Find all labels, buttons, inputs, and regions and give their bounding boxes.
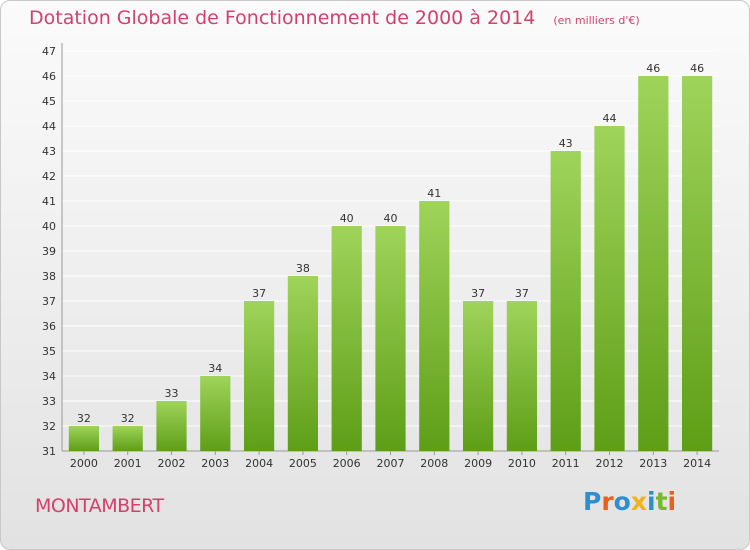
y-tick-label: 47 — [42, 45, 56, 58]
x-tick-label: 2012 — [596, 457, 624, 470]
data-label: 33 — [165, 387, 179, 400]
data-label: 46 — [646, 62, 660, 75]
data-label: 38 — [296, 262, 310, 275]
y-tick-label: 46 — [42, 70, 56, 83]
logo-letter: o — [613, 487, 631, 516]
bar — [200, 376, 231, 451]
x-tick-label: 2005 — [289, 457, 317, 470]
y-tick-label: 41 — [42, 195, 56, 208]
y-tick-label: 43 — [42, 145, 56, 158]
y-tick-label: 33 — [42, 395, 56, 408]
data-label: 41 — [427, 187, 441, 200]
x-tick-label: 2007 — [377, 457, 405, 470]
logo-letter: x — [630, 487, 647, 516]
bar — [638, 76, 669, 451]
logo-letter: i — [667, 487, 677, 516]
y-tick-label: 38 — [42, 270, 56, 283]
x-tick-label: 2010 — [508, 457, 536, 470]
x-tick-label: 2004 — [245, 457, 273, 470]
data-label: 34 — [208, 362, 222, 375]
chart-title: Dotation Globale de Fonctionnement de 20… — [29, 7, 640, 29]
data-labels: 32 32 33 34 37 38 40 40 41 37 37 43 44 46 46 — [77, 62, 704, 425]
y-tick-label: 44 — [42, 120, 56, 133]
data-label: 32 — [77, 412, 91, 425]
y-tick-label: 32 — [42, 420, 56, 433]
x-tick-label: 2013 — [639, 457, 667, 470]
x-tick-label: 2002 — [158, 457, 186, 470]
y-tick-label: 42 — [42, 170, 56, 183]
chart-unit-note: (en milliers d'€) — [553, 14, 640, 27]
y-tick-label: 36 — [42, 320, 56, 333]
commune-name: MONTAMBERT — [35, 495, 164, 517]
data-label: 37 — [471, 287, 485, 300]
data-label: 46 — [690, 62, 704, 75]
logo-letter: t — [655, 487, 668, 516]
logo-letter: i — [647, 487, 656, 516]
y-tick-label: 40 — [42, 220, 56, 233]
data-label: 43 — [559, 137, 573, 150]
bar — [681, 76, 713, 451]
y-tick-label: 34 — [42, 370, 56, 383]
chart-title-text: Dotation Globale de Fonctionnement de 20… — [29, 7, 536, 29]
x-tick-labels: 2000 2001 2002 2003 2004 2005 2006 2007 2008 2009… — [70, 451, 711, 470]
bar — [156, 401, 187, 451]
data-label: 44 — [603, 112, 617, 125]
data-label: 37 — [515, 287, 529, 300]
bar — [375, 226, 406, 451]
x-tick-label: 2011 — [552, 457, 580, 470]
logo-letter: r — [601, 487, 614, 516]
bar — [331, 226, 362, 451]
bar — [287, 276, 319, 451]
bar — [419, 201, 450, 451]
x-tick-label: 2008 — [420, 457, 448, 470]
bar — [243, 301, 275, 451]
bars — [68, 76, 713, 451]
x-tick-label: 2009 — [464, 457, 492, 470]
y-tick-label: 31 — [42, 445, 56, 458]
x-tick-label: 2003 — [201, 457, 229, 470]
bar — [550, 151, 581, 451]
bar — [112, 426, 143, 451]
y-tick-label: 37 — [42, 295, 56, 308]
bar — [462, 301, 494, 451]
y-tick-label: 35 — [42, 345, 56, 358]
data-label: 40 — [340, 212, 354, 225]
logo-letter: P — [583, 487, 602, 516]
y-tick-label: 45 — [42, 95, 56, 108]
proxiti-logo: Proxiti — [583, 487, 676, 516]
x-tick-label: 2006 — [333, 457, 361, 470]
data-label: 37 — [252, 287, 266, 300]
bar — [68, 426, 100, 451]
bar — [594, 126, 625, 451]
data-label: 32 — [121, 412, 135, 425]
x-tick-label: 2001 — [114, 457, 142, 470]
x-tick-label: 2000 — [70, 457, 98, 470]
x-tick-label: 2014 — [683, 457, 711, 470]
y-tick-label: 39 — [42, 245, 56, 258]
y-tick-labels: 31 32 33 34 35 36 37 38 39 40 41 42 43 44 45 46 47 — [42, 45, 56, 458]
data-label: 40 — [384, 212, 398, 225]
bar — [506, 301, 538, 451]
